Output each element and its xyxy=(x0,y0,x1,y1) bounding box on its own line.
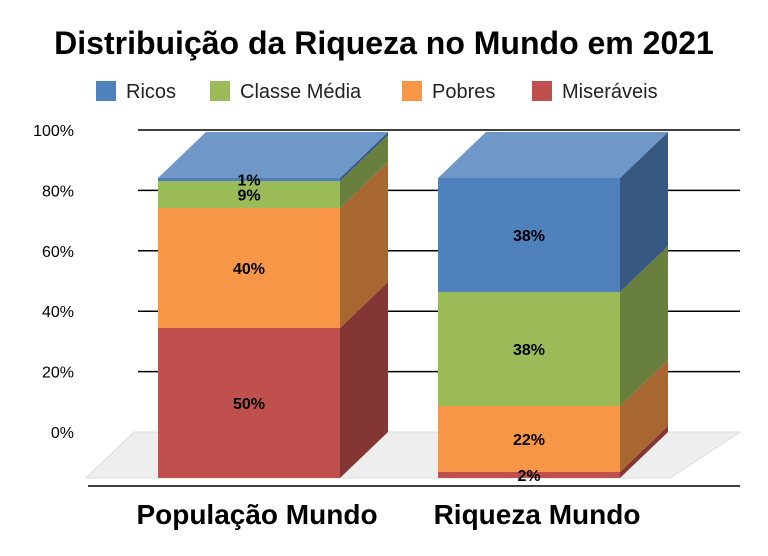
legend-label: Classe Média xyxy=(240,81,362,103)
y-tick-label: 0% xyxy=(51,425,74,442)
data-label: 1% xyxy=(237,173,260,190)
bar-segment-pobres xyxy=(438,360,668,472)
legend-item-pobres: Pobres xyxy=(402,81,495,103)
bar-front-face xyxy=(438,178,620,292)
legend-item-miseraveis: Miseráveis xyxy=(532,81,658,103)
data-label: 9% xyxy=(237,188,260,205)
bar-top-face xyxy=(158,132,388,178)
bar-segment-miseraveis xyxy=(438,426,668,478)
bar-side-face xyxy=(340,132,388,181)
legend-swatch xyxy=(402,81,422,101)
data-label: 38% xyxy=(513,342,545,359)
bar-segment-pobres xyxy=(158,162,388,328)
y-tick-label: 80% xyxy=(42,183,74,200)
legend-swatch xyxy=(210,81,230,101)
bar-top-face xyxy=(438,132,668,178)
bar-front-face xyxy=(158,208,340,328)
y-axis: 0% 20% 40% 60% 80% 100% xyxy=(33,123,74,442)
legend-label: Miseráveis xyxy=(562,81,658,103)
data-label: 2% xyxy=(517,468,540,485)
x-category-label: Riqueza Mundo xyxy=(434,499,641,530)
data-label: 22% xyxy=(513,432,545,449)
bar-side-face xyxy=(340,162,388,328)
bar-riqueza-mundo xyxy=(438,132,668,478)
legend-label: Pobres xyxy=(432,81,495,103)
bar-populacao-mundo xyxy=(158,132,388,478)
legend-swatch xyxy=(96,81,116,101)
bar-segment-ricos xyxy=(158,132,388,181)
bar-front-face xyxy=(158,178,340,181)
y-tick-label: 60% xyxy=(42,244,74,261)
bar-front-face xyxy=(158,181,340,208)
y-tick-label: 20% xyxy=(42,365,74,382)
bar-segment-classe-media xyxy=(158,135,388,208)
legend-label: Ricos xyxy=(126,81,176,103)
data-label: 50% xyxy=(233,396,265,413)
bar-front-face xyxy=(158,328,340,478)
bar-side-face xyxy=(620,360,668,472)
bar-side-face xyxy=(340,135,388,208)
bar-side-face xyxy=(340,282,388,478)
legend-item-ricos: Ricos xyxy=(96,81,176,103)
bar-side-face xyxy=(620,246,668,406)
bar-side-face xyxy=(620,426,668,478)
data-label: 38% xyxy=(513,228,545,245)
bar-front-face xyxy=(438,292,620,406)
bar-side-face xyxy=(620,132,668,292)
bar-front-face xyxy=(438,406,620,472)
legend: Ricos Classe Média Pobres Miseráveis xyxy=(96,81,658,103)
bar-segment-classe-media xyxy=(438,246,668,406)
x-category-label: População Mundo xyxy=(136,499,377,530)
data-labels: 50% 40% 9%1% 2% 22% 38% 38% xyxy=(233,173,545,486)
chart-title: Distribuição da Riqueza no Mundo em 2021 xyxy=(54,25,714,61)
bar-front-face xyxy=(438,472,620,478)
bars xyxy=(158,132,668,478)
y-tick-label: 40% xyxy=(42,304,74,321)
legend-swatch xyxy=(532,81,552,101)
x-axis: População Mundo Riqueza Mundo xyxy=(136,499,640,530)
y-tick-label: 100% xyxy=(33,123,74,140)
bar-segment-miseraveis xyxy=(158,282,388,478)
legend-item-classe-media: Classe Média xyxy=(210,81,362,103)
data-label: 40% xyxy=(233,261,265,278)
bar-segment-ricos xyxy=(438,132,668,292)
